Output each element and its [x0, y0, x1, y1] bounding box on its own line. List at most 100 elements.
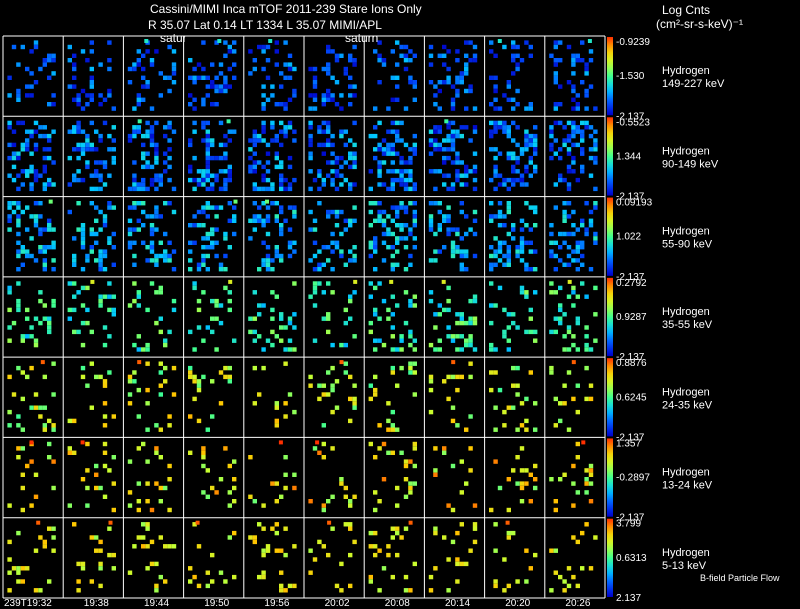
heatmap-pixel [252, 401, 257, 406]
heatmap-pixel [562, 177, 567, 183]
heatmap-pixel [308, 570, 313, 575]
heatmap-pixel [98, 294, 103, 299]
heatmap-pixel [558, 245, 563, 250]
heatmap-pixel [51, 129, 56, 134]
heatmap-pixel [352, 151, 357, 156]
heatmap-pixel [489, 102, 494, 107]
heatmap-pixel [111, 552, 116, 558]
heatmap-pixel [395, 177, 400, 183]
heatmap-pixel [352, 334, 357, 339]
heatmap-pixel [218, 84, 224, 89]
heatmap-pixel [330, 409, 335, 415]
heatmap-pixel [308, 125, 313, 130]
heatmap-pixel [257, 44, 262, 50]
heatmap-pixel [94, 472, 99, 477]
heatmap-pixel [412, 481, 417, 486]
heatmap-pixel [468, 374, 473, 380]
heatmap-pixel [524, 147, 529, 152]
heatmap-pixel [562, 218, 567, 223]
heatmap-pixel [451, 360, 456, 365]
heatmap-pixel [580, 80, 585, 85]
heatmap-pixel [464, 71, 469, 76]
heatmap-pixel [232, 485, 237, 491]
heatmap-pixel [145, 566, 150, 571]
heatmap-pixel [562, 262, 567, 267]
x-tick-label: 20:14 [445, 598, 470, 609]
heatmap-pixel [584, 468, 589, 473]
heatmap-pixel [279, 177, 284, 183]
heatmap-pixel [533, 147, 538, 152]
heatmap-pixel [588, 472, 594, 477]
heatmap-pixel [287, 97, 293, 102]
heatmap-pixel [571, 481, 576, 486]
heatmap-pixel [210, 182, 215, 187]
heatmap-pixel [265, 169, 271, 174]
heatmap-pixel [67, 446, 72, 451]
heatmap-pixel [339, 249, 344, 254]
heatmap-pixel [437, 347, 442, 352]
heatmap-pixel [163, 342, 168, 348]
heatmap-pixel [442, 155, 447, 161]
heatmap-pixel [201, 66, 206, 72]
heatmap-pixel [72, 97, 77, 102]
heatmap-pixel [163, 231, 168, 237]
heatmap-pixel [205, 205, 210, 210]
heatmap-pixel [51, 245, 56, 250]
heatmap-pixel [188, 93, 193, 98]
heatmap-pixel [472, 298, 478, 304]
heatmap-pixel [171, 392, 177, 397]
heatmap-pixel [575, 53, 580, 58]
heatmap-pixel [188, 258, 193, 263]
heatmap-pixel [321, 262, 326, 267]
heatmap-pixel [326, 125, 331, 130]
heatmap-pixel [274, 253, 279, 259]
heatmap-pixel [566, 262, 572, 267]
heatmap-pixel [279, 120, 284, 126]
heatmap-pixel [257, 205, 262, 210]
heatmap-pixel [334, 169, 340, 174]
heatmap-pixel [89, 93, 94, 98]
heatmap-pixel [67, 58, 72, 63]
heatmap-pixel [232, 499, 237, 504]
heatmap-pixel [29, 133, 34, 139]
heatmap-pixel [292, 129, 297, 134]
heatmap-pixel [352, 142, 357, 148]
heatmap-pixel [511, 106, 516, 111]
heatmap-pixel [377, 160, 382, 165]
heatmap-pixel [450, 418, 456, 424]
heatmap-pixel [433, 472, 438, 477]
heatmap-pixel [412, 370, 417, 375]
heatmap-pixel [252, 535, 257, 540]
heatmap-pixel [566, 186, 572, 192]
heatmap-pixel [403, 44, 409, 50]
heatmap-pixel [7, 75, 12, 80]
heatmap-pixel [102, 97, 108, 102]
heatmap-pixel [67, 129, 72, 134]
heatmap-pixel [107, 147, 112, 152]
heatmap-pixel [428, 290, 434, 295]
heatmap-pixel [455, 557, 460, 562]
heatmap-pixel [368, 441, 373, 447]
heatmap-pixel [339, 477, 344, 482]
heatmap-pixel [149, 129, 155, 134]
heatmap-pixel [149, 214, 155, 219]
heatmap-pixel [584, 334, 589, 339]
heatmap-pixel [171, 66, 177, 72]
heatmap-pixel [334, 223, 340, 228]
heatmap-pixel [287, 120, 293, 126]
heatmap-pixel [442, 535, 447, 540]
heatmap-pixel [227, 290, 232, 295]
heatmap-pixel [7, 142, 12, 148]
heatmap-pixel [205, 160, 210, 165]
heatmap-pixel [67, 281, 72, 286]
heatmap-pixel [51, 485, 56, 491]
heatmap-pixel [511, 53, 516, 58]
heatmap-pixel [334, 102, 340, 107]
heatmap-pixel [42, 186, 47, 192]
heatmap-pixel [433, 93, 438, 98]
heatmap-pixel [261, 44, 266, 50]
heatmap-pixel [33, 223, 39, 228]
heatmap-pixel [214, 303, 219, 308]
heatmap-pixel [377, 169, 382, 174]
heatmap-pixel [287, 182, 293, 187]
